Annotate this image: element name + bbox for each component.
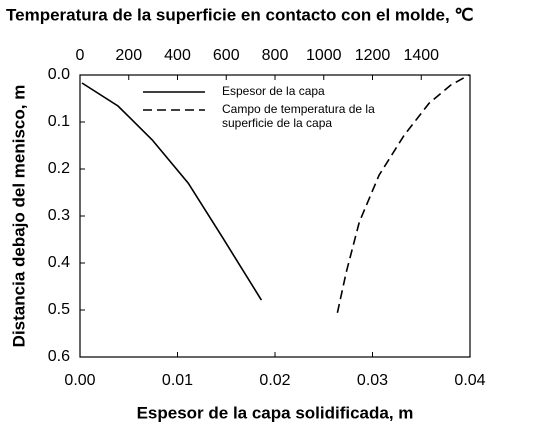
- y-tick-label: 0.3: [48, 207, 70, 224]
- x2-tick-label: 600: [213, 47, 240, 64]
- x2-tick-label: 400: [164, 47, 191, 64]
- x2-tick-label: 1200: [355, 47, 391, 64]
- y-tick-label: 0.4: [48, 254, 70, 271]
- y-tick-label: 0.0: [48, 66, 70, 83]
- y-tick-label: 0.6: [48, 348, 70, 365]
- y-tick-label: 0.5: [48, 301, 70, 318]
- x2-tick-label: 200: [115, 47, 142, 64]
- y-axis-label: Distancia debajo del menisco, m: [9, 85, 28, 348]
- series-line: [336, 74, 470, 313]
- x-tick-label: 0.04: [454, 372, 485, 389]
- legend-entry-box: Espesor de la capa: [222, 84, 325, 98]
- legend-entry-box: Campo de temperatura de la superficie de…: [222, 102, 375, 130]
- x2-tick-label: 800: [262, 47, 289, 64]
- x2-tick-label: 1400: [403, 47, 439, 64]
- x2-tick-label: 1000: [306, 47, 342, 64]
- x2-tick-label: 0: [76, 47, 85, 64]
- series-line: [81, 82, 263, 301]
- x-tick-label: 0.00: [64, 372, 95, 389]
- y-tick-label: 0.1: [48, 113, 70, 130]
- x-tick-label: 0.02: [259, 372, 290, 389]
- y-tick-label: 0.2: [48, 160, 70, 177]
- x-axis-label: Espesor de la capa solidificada, m: [137, 403, 414, 422]
- legend-label: Espesor de la capa: [222, 84, 325, 98]
- x-tick-label: 0.01: [162, 372, 193, 389]
- chart-title: Temperatura de la superficie en contacto…: [6, 5, 474, 24]
- x-tick-label: 0.03: [357, 372, 388, 389]
- legend-label: Campo de temperatura de la superficie de…: [222, 102, 375, 130]
